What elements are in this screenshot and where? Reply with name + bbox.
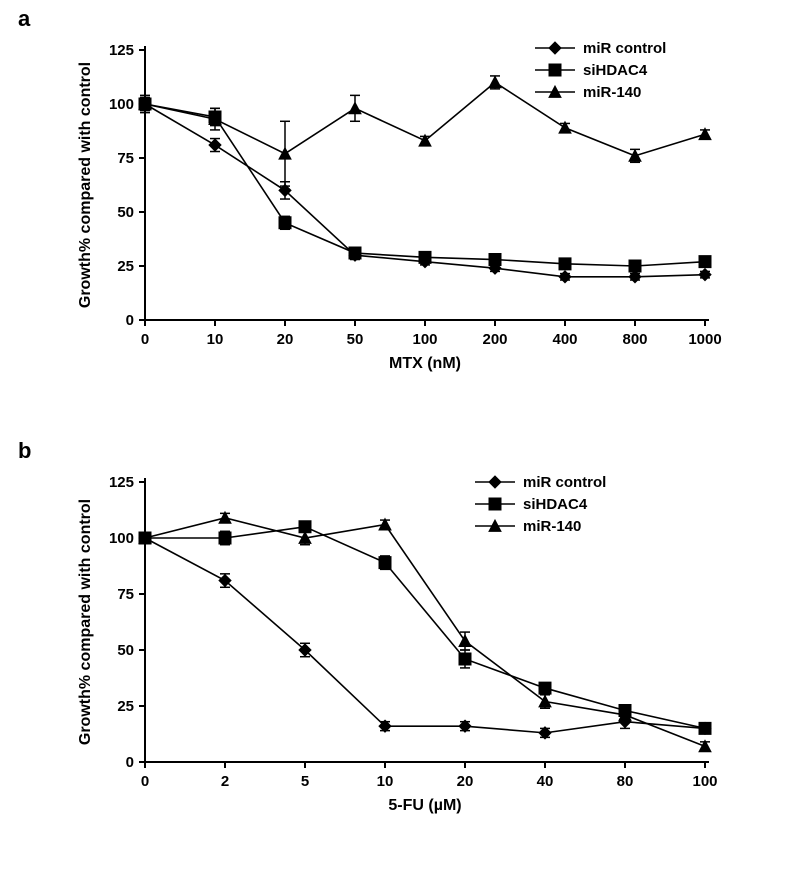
x-axis-title: 5-FU (µM) (388, 797, 461, 814)
marker-siHDAC4 (699, 256, 711, 268)
legend-label: siHDAC4 (583, 62, 648, 79)
panel-b-label: b (18, 438, 31, 464)
marker-siHDAC4 (629, 260, 641, 272)
x-tick-label: 800 (622, 331, 647, 348)
x-tick-label: 20 (277, 331, 294, 348)
y-axis-title: Growth% compared with control (77, 499, 94, 745)
x-tick-label: 0 (141, 331, 149, 348)
marker-miR_control (699, 269, 711, 281)
legend-label: miR-140 (583, 84, 641, 101)
marker-siHDAC4 (699, 722, 711, 734)
x-tick-label: 50 (347, 331, 364, 348)
y-tick-label: 0 (126, 312, 134, 329)
panel-a-chart: 0 25 50 75 100 125 0 10 20 50 100 200 400 800 1000 Grow… (60, 20, 760, 400)
marker-siHDAC4 (539, 682, 551, 694)
x-tick-label: 2 (221, 773, 229, 790)
legend-label: miR control (583, 40, 666, 57)
legend-swatch-marker (549, 42, 561, 54)
legend-label: siHDAC4 (523, 496, 588, 513)
marker-siHDAC4 (459, 653, 471, 665)
x-tick-label: 20 (457, 773, 474, 790)
marker-miR_140 (629, 150, 641, 161)
x-tick-label: 10 (207, 331, 224, 348)
y-tick-label: 25 (117, 698, 134, 715)
series-line-miR_control (145, 538, 705, 733)
marker-miR_140 (489, 76, 501, 87)
y-tick-label: 0 (126, 754, 134, 771)
y-tick-label: 50 (117, 204, 134, 221)
x-tick-label: 5 (301, 773, 309, 790)
series-line-siHDAC4 (145, 527, 705, 729)
marker-siHDAC4 (279, 217, 291, 229)
panel-b-svg: 025507510012502510204080100Growth% compa… (60, 452, 760, 852)
marker-miR_control (209, 139, 221, 151)
marker-siHDAC4 (559, 258, 571, 270)
y-tick-label: 100 (109, 96, 134, 113)
y-tick-label: 100 (109, 530, 134, 547)
y-tick-label: 25 (117, 258, 134, 275)
x-tick-label: 40 (537, 773, 554, 790)
legend-swatch-marker (489, 498, 501, 510)
x-tick-label: 80 (617, 773, 634, 790)
x-tick-label: 100 (412, 331, 437, 348)
x-tick-label: 10 (377, 773, 394, 790)
marker-siHDAC4 (489, 254, 501, 266)
y-tick-label: 75 (117, 586, 134, 603)
x-tick-label: 200 (482, 331, 507, 348)
marker-siHDAC4 (219, 532, 231, 544)
x-tick-label: 100 (692, 773, 717, 790)
y-tick-label: 125 (109, 474, 134, 491)
x-axis-title: MTX (nM) (389, 355, 461, 372)
y-tick-label: 125 (109, 42, 134, 59)
legend-label: miR control (523, 474, 606, 491)
panel-a-svg: 0 25 50 75 100 125 0 10 20 50 100 200 400 800 1000 Grow… (60, 20, 760, 400)
legend-swatch-marker (549, 64, 561, 76)
marker-miR_control (559, 271, 571, 283)
y-tick-label: 50 (117, 642, 134, 659)
x-tick-label: 1000 (688, 331, 721, 348)
figure-page: { "colors": { "fg": "#000000", "bg": "#f… (0, 0, 800, 870)
series-line-siHDAC4 (145, 104, 705, 266)
marker-siHDAC4 (379, 557, 391, 569)
marker-miR_control (629, 271, 641, 283)
x-tick-label: 0 (141, 773, 149, 790)
x-tick-label: 400 (552, 331, 577, 348)
panel-b-chart: 025507510012502510204080100Growth% compa… (60, 452, 760, 852)
panel-a-label: a (18, 6, 30, 32)
marker-siHDAC4 (419, 251, 431, 263)
marker-miR_140 (459, 635, 471, 646)
y-tick-label: 75 (117, 150, 134, 167)
marker-miR_140 (349, 102, 361, 113)
y-axis-title: Growth% compared with control (77, 62, 94, 308)
marker-miR_140 (539, 696, 551, 707)
legend-label: miR-140 (523, 518, 581, 535)
marker-siHDAC4 (349, 247, 361, 259)
marker-miR_140 (279, 148, 291, 159)
legend-swatch-marker (489, 476, 501, 488)
